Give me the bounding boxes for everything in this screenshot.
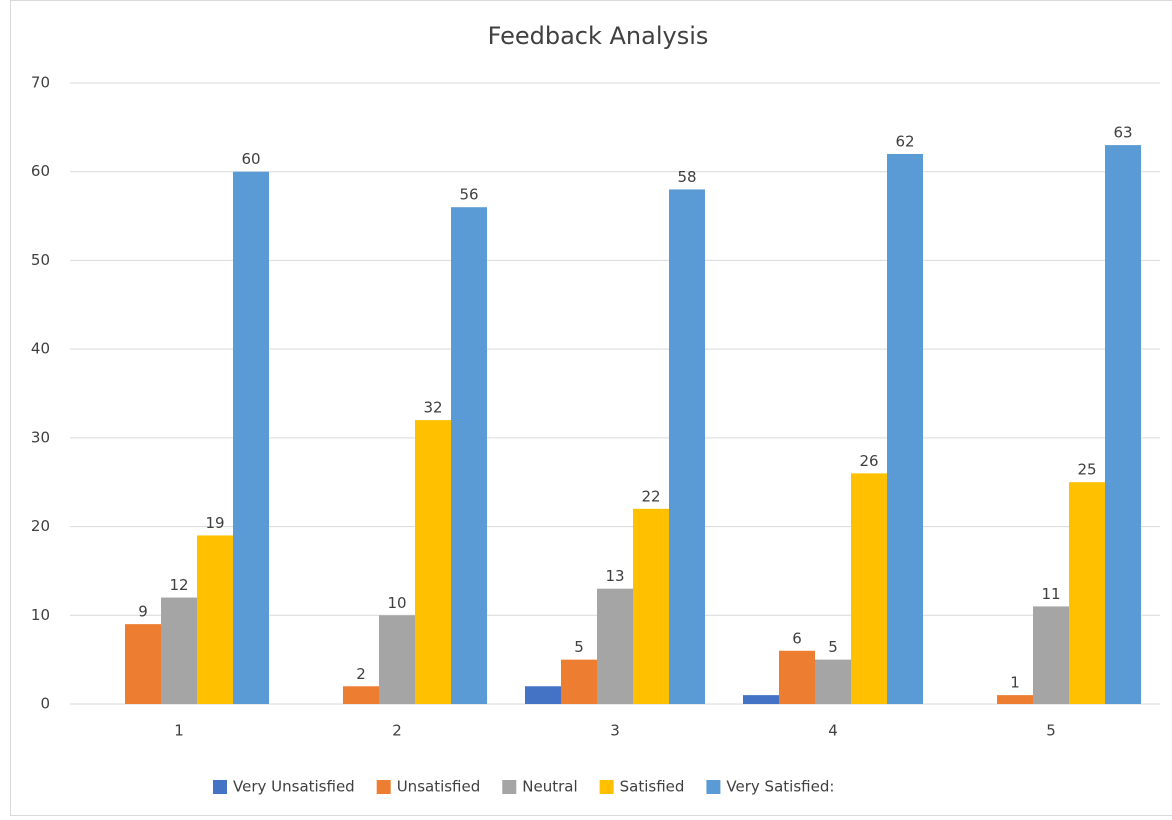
bar: [197, 535, 233, 704]
y-tick-label: 40: [31, 340, 50, 358]
data-label: 56: [459, 186, 478, 204]
legend-swatch: [706, 780, 721, 794]
bar: [343, 686, 379, 704]
legend-label: Very Unsatisfied: [233, 778, 355, 796]
data-label: 62: [895, 132, 914, 150]
x-tick-label: 4: [828, 722, 838, 740]
y-tick-label: 20: [31, 517, 50, 535]
bar: [125, 624, 161, 704]
data-label: 5: [828, 638, 838, 656]
data-label: 9: [138, 603, 148, 621]
bar: [561, 659, 597, 704]
bar: [161, 597, 197, 704]
y-tick-label: 70: [31, 74, 50, 92]
data-label: 58: [677, 168, 696, 186]
bar: [525, 686, 561, 704]
bar: [1105, 145, 1141, 705]
bar: [1033, 606, 1069, 704]
data-label: 60: [241, 150, 260, 168]
bar: [779, 650, 815, 704]
bar: [633, 508, 669, 704]
y-tick-label: 30: [31, 428, 50, 446]
data-label: 25: [1077, 461, 1096, 479]
data-label: 2: [356, 665, 366, 683]
data-label: 26: [859, 452, 878, 470]
data-label: 13: [605, 567, 624, 585]
legend-swatch: [376, 780, 391, 794]
legend-label: Very Satisfied:: [726, 778, 834, 796]
data-label: 11: [1041, 585, 1060, 603]
y-tick-label: 60: [31, 162, 50, 180]
data-label: 10: [387, 594, 406, 612]
legend-swatch: [502, 780, 517, 794]
data-label: 5: [574, 638, 584, 656]
bar: [415, 420, 451, 704]
chart-title: Feedback Analysis: [488, 22, 709, 50]
bar: [815, 659, 851, 704]
bar: [743, 695, 779, 704]
bar: [379, 615, 415, 704]
data-label: 19: [205, 514, 224, 532]
legend-label: Unsatisfied: [397, 778, 481, 796]
data-label: 32: [423, 399, 442, 417]
x-tick-label: 5: [1046, 722, 1056, 740]
legend-label: Satisfied: [620, 778, 685, 796]
x-tick-label: 1: [174, 722, 184, 740]
bar: [887, 153, 923, 704]
bar: [997, 695, 1033, 704]
bar: [669, 189, 705, 704]
data-label: 12: [169, 576, 188, 594]
x-tick-label: 2: [392, 722, 402, 740]
bar: [597, 588, 633, 704]
y-tick-label: 0: [40, 695, 50, 713]
x-tick-label: 3: [610, 722, 620, 740]
data-label: 22: [641, 487, 660, 505]
legend-label: Neutral: [522, 778, 577, 796]
legend-swatch: [213, 780, 227, 794]
y-tick-label: 10: [31, 606, 50, 624]
bar: [233, 171, 269, 704]
bar: [851, 473, 887, 704]
bar: [451, 207, 487, 704]
data-label: 63: [1113, 124, 1132, 142]
legend-swatch: [599, 780, 614, 794]
bar: [1069, 482, 1105, 704]
y-tick-label: 50: [31, 251, 50, 269]
data-label: 1: [1010, 674, 1020, 692]
data-label: 6: [792, 629, 802, 647]
